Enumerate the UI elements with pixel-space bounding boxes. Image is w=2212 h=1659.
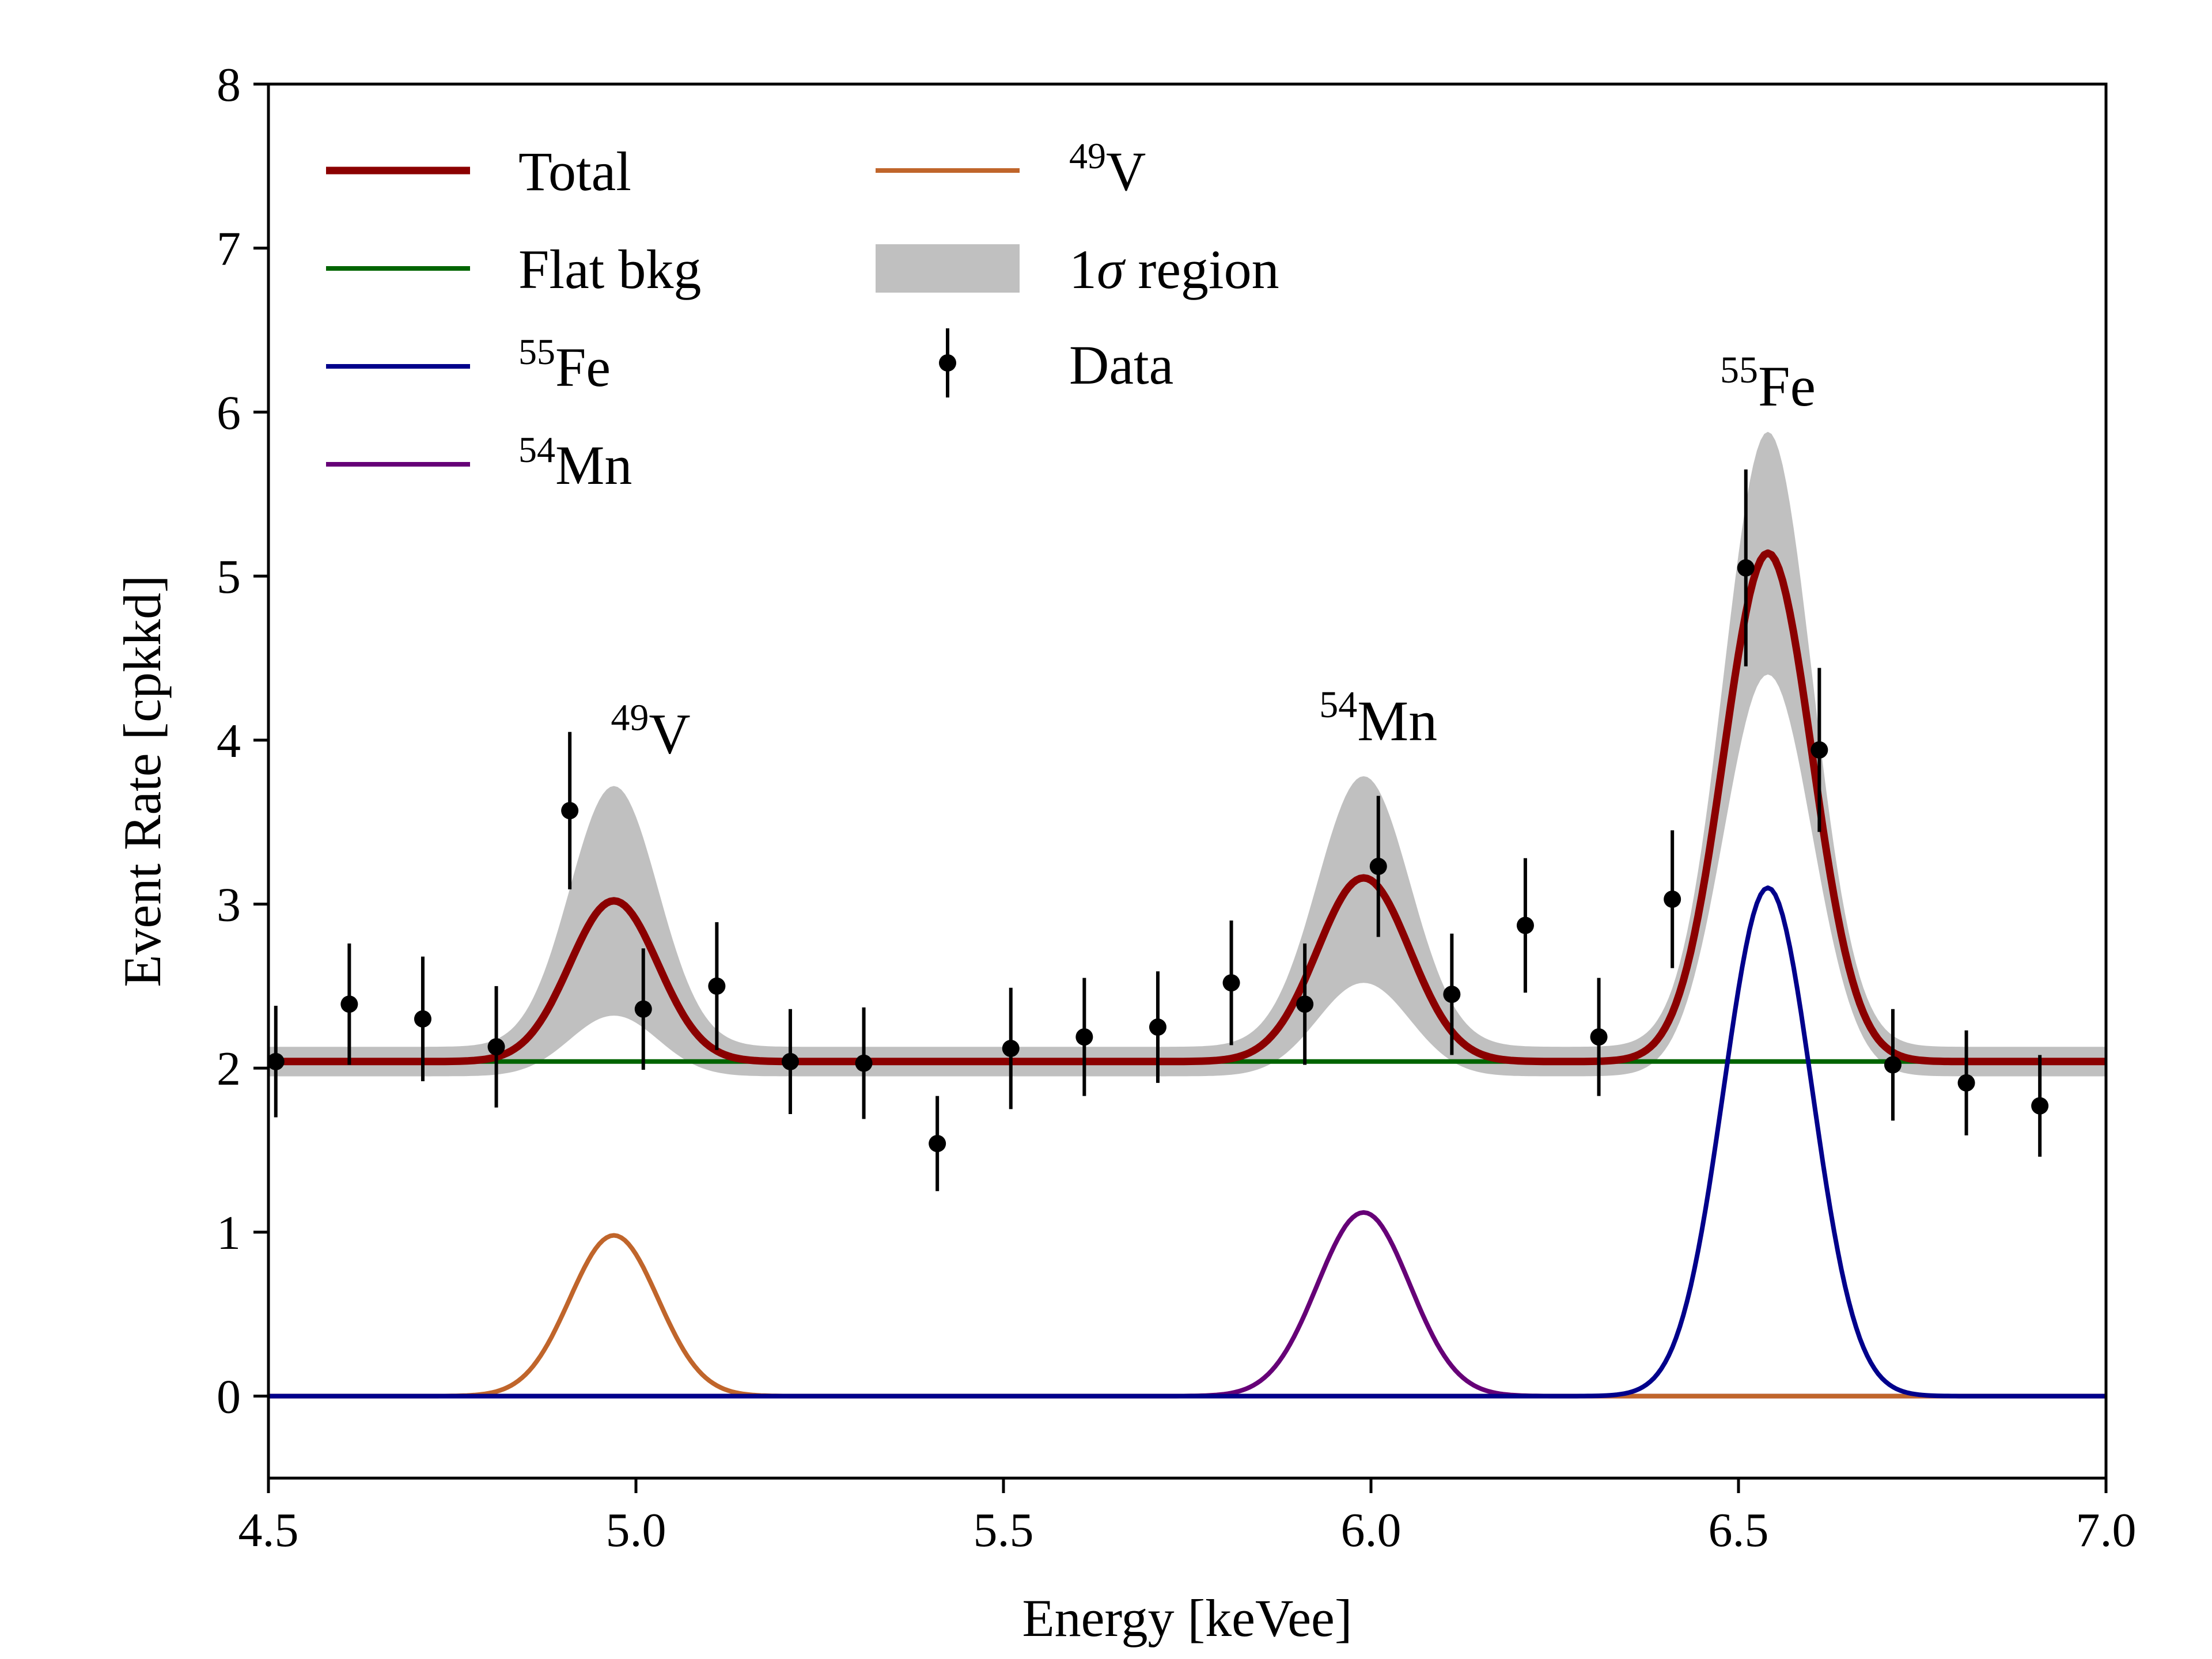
legend-swatch-sigma-band — [876, 244, 1020, 293]
label-superscript: 49 — [1069, 135, 1106, 176]
data-point — [1737, 559, 1755, 577]
y-tick-label: 5 — [217, 550, 241, 604]
data-point — [414, 1010, 431, 1028]
label-superscript: 54 — [1319, 684, 1357, 726]
legend-swatch-data-point — [939, 354, 956, 372]
label-text: 1 — [1069, 238, 1097, 300]
label-text: Flat bkg — [518, 238, 701, 300]
data-point — [1149, 1018, 1166, 1036]
y-tick-label: 4 — [217, 714, 241, 768]
data-point — [561, 802, 579, 820]
label-text: σ — [1097, 238, 1126, 300]
label-superscript: 54 — [518, 429, 555, 470]
legend-label: 1σ region — [1069, 238, 1279, 300]
label-superscript: 49 — [611, 697, 649, 739]
data-point — [2031, 1097, 2049, 1115]
label-text: Mn — [1357, 689, 1437, 753]
x-tick-label: 4.5 — [238, 1503, 299, 1557]
label-superscript: 55 — [1720, 349, 1758, 391]
y-tick-label: 1 — [217, 1206, 241, 1260]
data-point — [1296, 995, 1314, 1013]
peak-annotations: 49V 54Mn 55Fe — [611, 349, 1816, 766]
data-point — [1002, 1040, 1020, 1058]
data-point — [1369, 858, 1387, 876]
legend-label: 55Fe — [518, 331, 611, 398]
y-tick-label: 0 — [217, 1370, 241, 1424]
y-tick-label: 7 — [217, 222, 241, 276]
legend-label: Data — [1069, 334, 1173, 396]
peak-annotation: 49V — [611, 697, 690, 766]
label-superscript: 55 — [518, 331, 555, 372]
data-point — [708, 977, 726, 995]
data-point — [1810, 741, 1828, 759]
y-tick-label: 2 — [217, 1042, 241, 1096]
legend-label: 49V — [1069, 135, 1146, 202]
y-tick-label: 8 — [217, 58, 241, 112]
series-line-total — [268, 549, 2106, 1066]
data-point — [1222, 974, 1240, 992]
data-point — [1516, 916, 1534, 934]
data-point — [1664, 890, 1681, 908]
sigma-band — [268, 431, 2106, 1077]
x-tick-label: 5.0 — [606, 1503, 666, 1557]
legend-label: Flat bkg — [518, 238, 701, 300]
axes-frame — [267, 82, 2108, 1480]
label-text: V — [649, 702, 690, 766]
x-tick-label: 7.0 — [2076, 1503, 2137, 1557]
label-text: Fe — [555, 336, 611, 398]
data-point — [781, 1052, 799, 1070]
y-tick-label: 6 — [217, 386, 241, 440]
x-axis: 4.5 5.0 5.5 6.0 6.5 7.0 — [238, 1478, 2137, 1557]
y-axis: 0 1 2 3 4 5 6 7 8 — [217, 58, 268, 1424]
data-point — [340, 995, 358, 1013]
data-point — [1884, 1056, 1902, 1074]
label-text: Mn — [555, 434, 632, 496]
legend-label: Total — [518, 141, 631, 202]
plot-area — [268, 431, 2106, 1399]
label-text: Fe — [1758, 354, 1816, 418]
peak-annotation: 54Mn — [1319, 684, 1437, 753]
label-text: Total — [518, 141, 631, 202]
label-text: V — [1106, 141, 1146, 202]
x-tick-label: 6.5 — [1709, 1503, 1769, 1557]
x-tick-label: 6.0 — [1341, 1503, 1402, 1557]
data-point — [1590, 1028, 1608, 1046]
data-point — [1443, 986, 1461, 1003]
x-axis-title: Energy [keVee] — [1022, 1589, 1352, 1647]
y-tick-label: 3 — [217, 878, 241, 932]
data-point — [268, 1052, 285, 1070]
data-point — [929, 1135, 946, 1153]
data-point — [487, 1038, 505, 1056]
data-point — [634, 1000, 652, 1018]
x-tick-label: 5.5 — [974, 1503, 1034, 1557]
data-point — [1075, 1028, 1093, 1046]
label-text: region — [1124, 238, 1279, 300]
y-axis-title: Event Rate [cpkkd] — [113, 575, 172, 987]
data-point — [855, 1054, 873, 1072]
peak-annotation: 55Fe — [1720, 349, 1816, 418]
legend-label: 54Mn — [518, 429, 632, 496]
series-line-55fe — [268, 885, 2106, 1399]
data-point — [1957, 1074, 1975, 1092]
